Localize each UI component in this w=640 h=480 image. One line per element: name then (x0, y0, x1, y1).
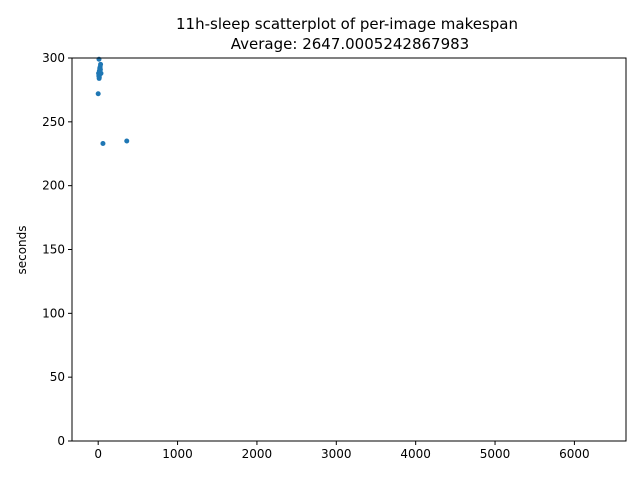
x-tick-label: 1000 (162, 447, 193, 461)
y-tick-label: 300 (42, 51, 65, 65)
y-tick-label: 50 (50, 370, 65, 384)
data-point (98, 61, 104, 67)
y-tick-label: 0 (57, 434, 65, 448)
data-point (96, 74, 102, 80)
x-tick-label: 6000 (559, 447, 590, 461)
y-tick-label: 250 (42, 115, 65, 129)
plot-frame (71, 57, 627, 442)
data-point (97, 66, 103, 72)
data-point (124, 138, 130, 144)
y-tick-label: 100 (42, 306, 65, 320)
x-tick-label: 0 (94, 447, 102, 461)
chart-subtitle: Average: 2647.0005242867983 (231, 35, 469, 53)
x-tick-label: 2000 (242, 447, 273, 461)
x-tick-label: 3000 (321, 447, 352, 461)
data-point (100, 141, 106, 147)
data-point (98, 70, 104, 76)
data-point (95, 91, 101, 97)
y-tick-label: 200 (42, 179, 65, 193)
y-tick-label: 150 (42, 243, 65, 257)
x-tick-label: 5000 (480, 447, 511, 461)
x-tick-label: 4000 (400, 447, 431, 461)
data-points (95, 56, 130, 147)
chart-title: 11h-sleep scatterplot of per-image makes… (176, 15, 518, 33)
y-axis-label: seconds (15, 225, 29, 274)
axis-ticks: 0 1000 2000 3000 4000 5000 6000 0 50 100 150 200 250… (42, 51, 590, 461)
